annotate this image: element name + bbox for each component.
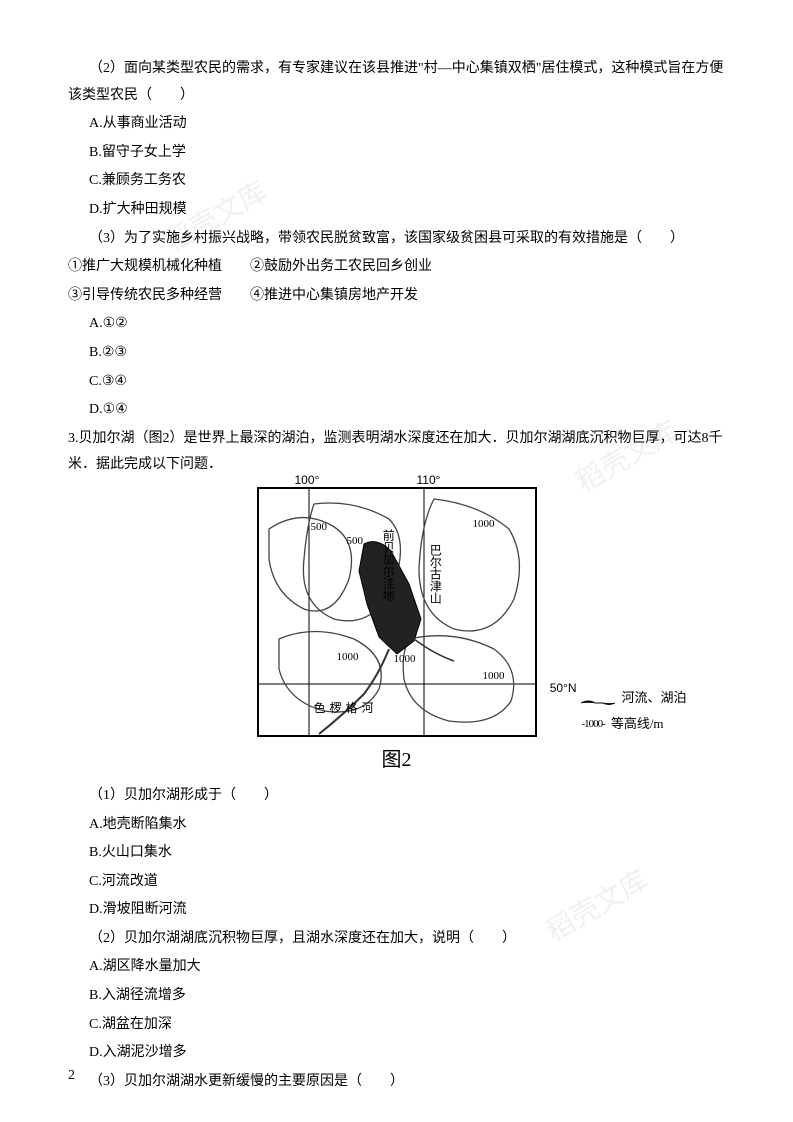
option-d: D.入湖泥沙增多 (68, 1040, 725, 1067)
page-content: （2）面向某类型农民的需求，有专家建议在该县推进"村—中心集镇双栖"居住模式，这… (68, 56, 725, 1095)
map-frame: 500 500 1000 1000 1000 1000 前贝加尔洼地 巴尔古津山… (257, 487, 537, 737)
map-label-qianbeijiaer: 前贝加尔洼地 (377, 529, 400, 601)
contour-label-1000: 1000 (337, 647, 359, 668)
question-3-choices-line1: ①推广大规模机械化种植 ②鼓励外出务工农民回乡创业 (68, 254, 725, 281)
option-c: C.③④ (68, 369, 725, 396)
option-b: B.②③ (68, 340, 725, 367)
map-label-selenge-river: 色椤格河 (314, 697, 378, 720)
option-c: C.河流改道 (68, 869, 725, 896)
contour-label-1000: 1000 (483, 666, 505, 687)
option-a: A.从事商业活动 (68, 111, 725, 138)
option-a: A.地壳断陷集水 (68, 812, 725, 839)
baikal-sub3-stem: （3）贝加尔湖湖水更新缓慢的主要原因是（ ） (68, 1069, 725, 1096)
contour-label-1000: 1000 (394, 649, 416, 670)
option-b: B.留守子女上学 (68, 140, 725, 167)
contour-label-500: 500 (347, 531, 364, 552)
figure-2-container: 100° 110° 50°N 500 500 (68, 487, 725, 779)
map-legend: 河流、湖泊 -1000- 等高线/m (581, 686, 686, 739)
legend-river-label: 河流、湖泊 (621, 686, 686, 711)
contour-label-500: 500 (311, 517, 328, 538)
baikal-sub1-stem: （1）贝加尔湖形成于（ ） (68, 783, 725, 810)
question-3-stem: （3）为了实施乡村振兴战略，带领农民脱贫致富，该国家级贫困县可采取的有效措施是（… (68, 226, 725, 253)
option-b: B.火山口集水 (68, 840, 725, 867)
legend-contour-icon: -1000- (581, 714, 604, 735)
map-label-baerguojin: 巴尔古津山 (424, 544, 447, 604)
option-d: D.扩大种田规模 (68, 197, 725, 224)
contour-label-1000: 1000 (473, 514, 495, 535)
legend-river-icon (581, 693, 615, 703)
option-d: D.①④ (68, 397, 725, 424)
question-3-choices-line2: ③引导传统农民多种经营 ④推进中心集镇房地产开发 (68, 283, 725, 310)
figure-title: 图2 (257, 741, 537, 779)
option-c: C.湖盆在加深 (68, 1012, 725, 1039)
question-baikal-intro: 3.贝加尔湖（图2）是世界上最深的湖泊，监测表明湖水深度还在加大．贝加尔湖湖底沉… (68, 426, 725, 479)
option-c: C.兼顾务工务农 (68, 168, 725, 195)
option-d: D.滑坡阻断河流 (68, 897, 725, 924)
option-a: A.湖区降水量加大 (68, 954, 725, 981)
baikal-sub2-stem: （2）贝加尔湖湖底沉积物巨厚，且湖水深度还在加大，说明（ ） (68, 926, 725, 953)
latitude-label-50n: 50°N (550, 677, 577, 700)
option-a: A.①② (68, 311, 725, 338)
option-b: B.入湖径流增多 (68, 983, 725, 1010)
legend-contour-label: 等高线/m (611, 712, 664, 737)
question-2-stem: （2）面向某类型农民的需求，有专家建议在该县推进"村—中心集镇双栖"居住模式，这… (68, 56, 725, 109)
